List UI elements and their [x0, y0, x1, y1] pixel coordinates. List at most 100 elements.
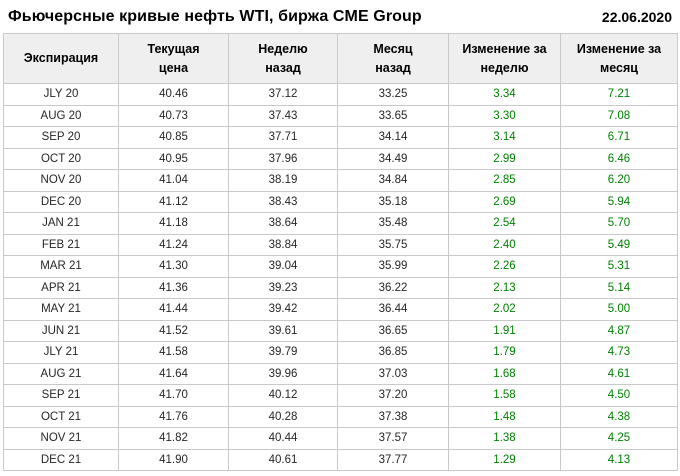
cell-current-price: 41.30: [118, 255, 229, 278]
cell-current-price: 41.70: [118, 384, 229, 407]
cell-change-week: 2.99: [448, 147, 561, 170]
table-row: NOV 21 41.82 40.44 37.57 1.38 4.25: [3, 427, 678, 450]
cell-month-ago: 33.65: [337, 104, 449, 127]
cell-change-month: 5.14: [560, 276, 678, 299]
cell-current-price: 40.73: [118, 104, 229, 127]
cell-change-week: 1.58: [448, 384, 561, 407]
table-row: MAY 21 41.44 39.42 36.44 2.02 5.00: [3, 298, 678, 321]
header-row: Экспирация Текущая цена Неделю назад Мес…: [3, 33, 678, 84]
table-row: DEC 21 41.90 40.61 37.77 1.29 4.13: [3, 448, 678, 471]
cell-change-week: 1.91: [448, 319, 561, 342]
cell-change-month: 4.73: [560, 341, 678, 364]
cell-change-week: 2.02: [448, 298, 561, 321]
cell-change-month: 4.87: [560, 319, 678, 342]
table-row: AUG 20 40.73 37.43 33.65 3.30 7.08: [3, 104, 678, 127]
cell-change-month: 4.38: [560, 405, 678, 428]
cell-change-week: 2.13: [448, 276, 561, 299]
table-row: JAN 21 41.18 38.64 35.48 2.54 5.70: [3, 212, 678, 235]
cell-expiration: SEP 20: [3, 126, 119, 149]
cell-current-price: 40.95: [118, 147, 229, 170]
cell-expiration: JAN 21: [3, 212, 119, 235]
cell-expiration: AUG 20: [3, 104, 119, 127]
cell-change-month: 5.49: [560, 233, 678, 256]
table-row: SEP 21 41.70 40.12 37.20 1.58 4.50: [3, 384, 678, 407]
cell-month-ago: 34.49: [337, 147, 449, 170]
cell-expiration: APR 21: [3, 276, 119, 299]
table-row: MAR 21 41.30 39.04 35.99 2.26 5.31: [3, 255, 678, 278]
cell-change-week: 2.85: [448, 169, 561, 192]
cell-expiration: FEB 21: [3, 233, 119, 256]
cell-week-ago: 37.71: [228, 126, 338, 149]
col-header-change-month: Изменение за месяц: [560, 33, 678, 84]
cell-month-ago: 35.18: [337, 190, 449, 213]
cell-change-month: 4.25: [560, 427, 678, 450]
cell-change-week: 2.69: [448, 190, 561, 213]
cell-week-ago: 39.79: [228, 341, 338, 364]
cell-expiration: MAR 21: [3, 255, 119, 278]
cell-current-price: 41.18: [118, 212, 229, 235]
cell-expiration: NOV 21: [3, 427, 119, 450]
cell-change-week: 2.40: [448, 233, 561, 256]
cell-change-month: 7.21: [560, 83, 678, 106]
title-bar: Фьючерсные кривые нефть WTI, биржа CME G…: [0, 0, 680, 33]
col-header-expiration: Экспирация: [3, 33, 119, 84]
cell-week-ago: 38.64: [228, 212, 338, 235]
cell-month-ago: 37.20: [337, 384, 449, 407]
cell-week-ago: 38.19: [228, 169, 338, 192]
cell-week-ago: 40.44: [228, 427, 338, 450]
cell-month-ago: 35.75: [337, 233, 449, 256]
table-row: JLY 21 41.58 39.79 36.85 1.79 4.73: [3, 341, 678, 364]
cell-current-price: 41.52: [118, 319, 229, 342]
table-row: SEP 20 40.85 37.71 34.14 3.14 6.71: [3, 126, 678, 149]
cell-change-month: 6.71: [560, 126, 678, 149]
page-title: Фьючерсные кривые нефть WTI, биржа CME G…: [8, 7, 422, 25]
cell-change-week: 3.34: [448, 83, 561, 106]
cell-expiration: SEP 21: [3, 384, 119, 407]
table-row: JLY 20 40.46 37.12 33.25 3.34 7.21: [3, 83, 678, 106]
cell-week-ago: 39.04: [228, 255, 338, 278]
cell-expiration: JUN 21: [3, 319, 119, 342]
cell-change-week: 1.38: [448, 427, 561, 450]
cell-month-ago: 33.25: [337, 83, 449, 106]
cell-month-ago: 37.03: [337, 362, 449, 385]
cell-week-ago: 37.43: [228, 104, 338, 127]
cell-month-ago: 37.38: [337, 405, 449, 428]
cell-week-ago: 39.96: [228, 362, 338, 385]
cell-current-price: 41.24: [118, 233, 229, 256]
cell-current-price: 41.36: [118, 276, 229, 299]
cell-week-ago: 37.96: [228, 147, 338, 170]
cell-change-month: 7.08: [560, 104, 678, 127]
table-header: Экспирация Текущая цена Неделю назад Мес…: [3, 33, 678, 84]
futures-table-body: JLY 20 40.46 37.12 33.25 3.34 7.21 AUG 20 40.73…: [3, 83, 678, 471]
table-row: JUN 21 41.52 39.61 36.65 1.91 4.87: [3, 319, 678, 342]
cell-month-ago: 36.44: [337, 298, 449, 321]
table-row: FEB 21 41.24 38.84 35.75 2.40 5.49: [3, 233, 678, 256]
cell-change-week: 1.48: [448, 405, 561, 428]
cell-week-ago: 40.28: [228, 405, 338, 428]
cell-month-ago: 34.84: [337, 169, 449, 192]
cell-change-month: 4.61: [560, 362, 678, 385]
cell-month-ago: 37.77: [337, 448, 449, 471]
table-row: OCT 21 41.76 40.28 37.38 1.48 4.38: [3, 405, 678, 428]
cell-change-week: 3.14: [448, 126, 561, 149]
futures-table: Экспирация Текущая цена Неделю назад Мес…: [3, 33, 678, 471]
cell-change-week: 2.26: [448, 255, 561, 278]
col-header-change-week: Изменение за неделю: [448, 33, 561, 84]
cell-change-month: 5.94: [560, 190, 678, 213]
cell-current-price: 41.82: [118, 427, 229, 450]
cell-current-price: 41.76: [118, 405, 229, 428]
cell-month-ago: 35.48: [337, 212, 449, 235]
cell-week-ago: 40.61: [228, 448, 338, 471]
table-row: AUG 21 41.64 39.96 37.03 1.68 4.61: [3, 362, 678, 385]
cell-change-month: 6.20: [560, 169, 678, 192]
cell-month-ago: 34.14: [337, 126, 449, 149]
cell-expiration: JLY 20: [3, 83, 119, 106]
cell-expiration: OCT 21: [3, 405, 119, 428]
cell-expiration: JLY 21: [3, 341, 119, 364]
table-row: NOV 20 41.04 38.19 34.84 2.85 6.20: [3, 169, 678, 192]
cell-expiration: NOV 20: [3, 169, 119, 192]
col-header-current-price: Текущая цена: [118, 33, 229, 84]
cell-change-week: 2.54: [448, 212, 561, 235]
cell-month-ago: 36.22: [337, 276, 449, 299]
